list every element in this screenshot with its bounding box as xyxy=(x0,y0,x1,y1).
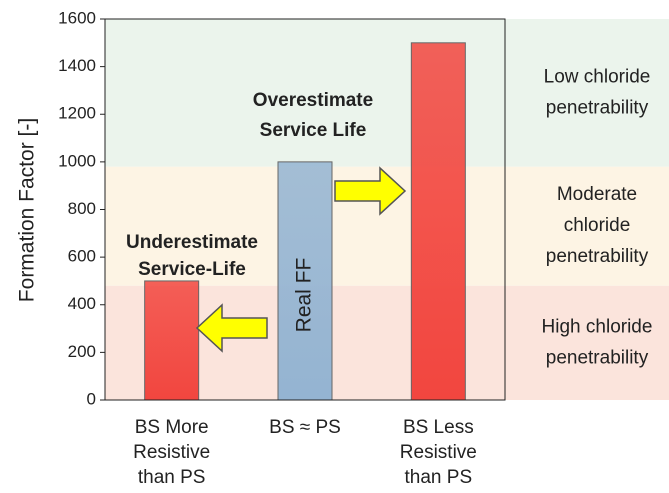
y-tick-label: 600 xyxy=(68,247,96,266)
band-label: Low chloride xyxy=(544,66,651,87)
annotation: Service Life xyxy=(260,120,367,141)
x-tick-label: Resistive xyxy=(133,442,210,463)
x-tick-label: than PS xyxy=(138,467,206,488)
band-label: High chloride xyxy=(542,316,653,337)
bar xyxy=(410,42,466,401)
band-label: Moderate xyxy=(557,184,637,205)
band xyxy=(105,19,669,167)
y-tick-label: 1200 xyxy=(58,104,96,123)
x-tick-label: Resistive xyxy=(400,442,477,463)
x-tick-label: BS ≈ PS xyxy=(269,417,341,438)
y-tick-label: 1000 xyxy=(58,151,96,170)
x-tick-label: BS More xyxy=(135,417,209,438)
x-tick-label: BS Less xyxy=(403,417,474,438)
y-tick-label: 1400 xyxy=(58,56,96,75)
annotation: Real FF xyxy=(293,258,316,333)
y-tick-label: 0 xyxy=(87,389,96,408)
band-label: chloride xyxy=(564,215,631,236)
band-label: penetrability xyxy=(546,246,649,267)
band-label: penetrability xyxy=(546,347,649,368)
annotation: Service-Life xyxy=(138,259,246,280)
y-tick-label: 400 xyxy=(68,294,96,313)
marks xyxy=(144,42,466,401)
x-tick-label: than PS xyxy=(405,467,473,488)
annotation: Underestimate xyxy=(126,232,258,253)
arrow-left xyxy=(195,303,268,353)
y-tick-label: 1600 xyxy=(58,8,96,27)
bar xyxy=(144,280,200,401)
y-tick-label: 800 xyxy=(68,199,96,218)
band-label: penetrability xyxy=(546,97,649,118)
y-axis-title: Formation Factor [-] xyxy=(16,118,39,302)
annotation: Overestimate xyxy=(253,90,373,111)
y-tick-label: 200 xyxy=(68,342,96,361)
arrow-right xyxy=(334,166,407,216)
bands xyxy=(105,19,669,400)
